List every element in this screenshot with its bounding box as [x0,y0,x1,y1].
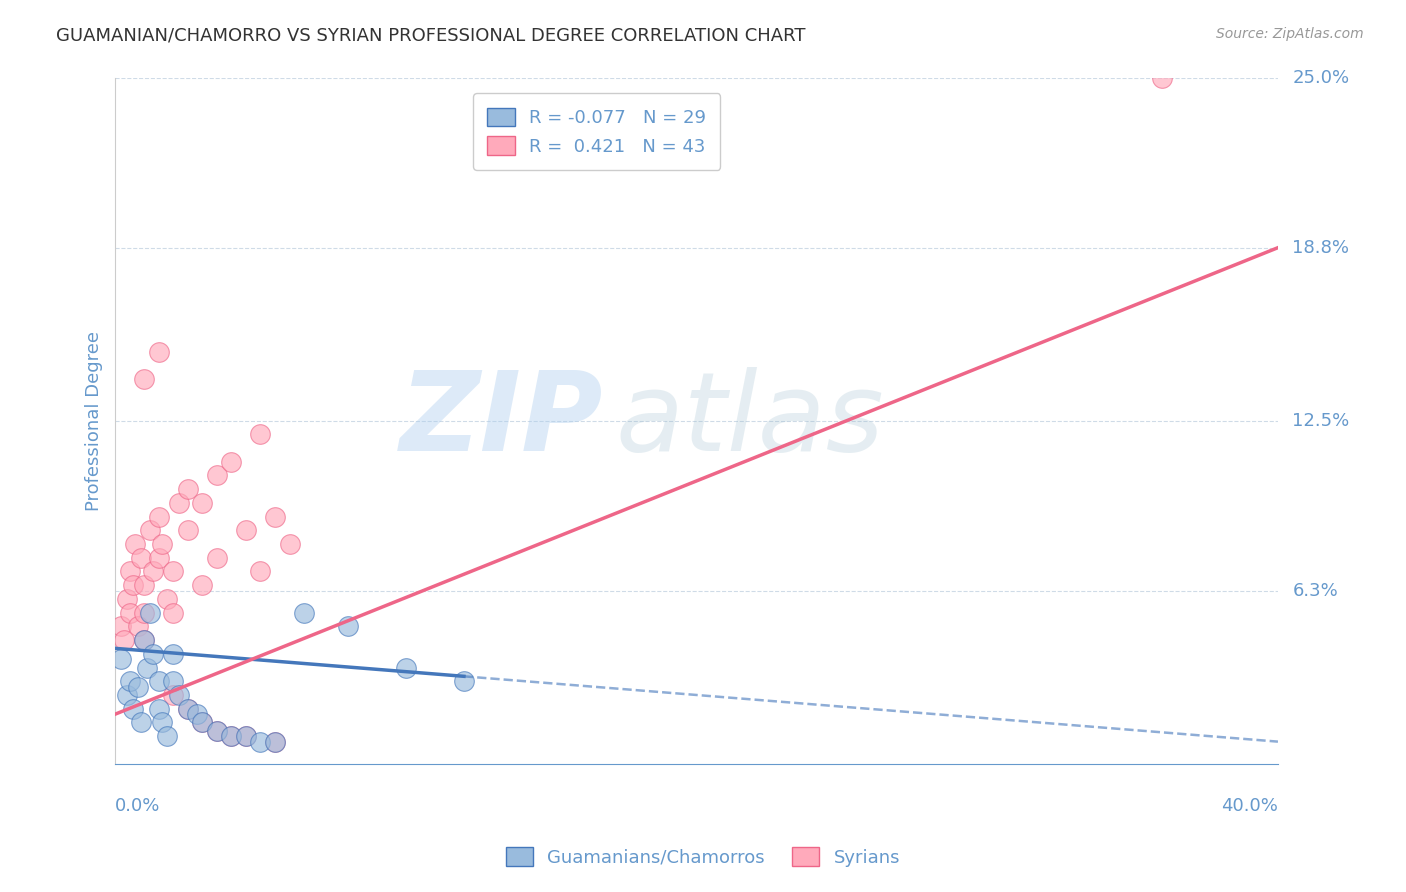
Point [139,606,162,620]
Point [148,674,170,689]
Point [205,723,228,738]
Point [453,674,475,689]
Point [134,578,156,592]
Point [249,734,271,748]
Point [121,578,143,592]
Text: GUAMANIAN/CHAMORRO VS SYRIAN PROFESSIONAL DEGREE CORRELATION CHART: GUAMANIAN/CHAMORRO VS SYRIAN PROFESSIONA… [56,27,806,45]
Text: atlas: atlas [616,367,884,474]
Point [167,688,190,702]
Point [278,537,301,551]
Point [177,702,200,716]
Point [150,537,173,551]
Point [264,734,287,748]
Point [1150,70,1173,85]
Point [118,674,141,689]
Text: 0.0%: 0.0% [115,797,160,814]
Point [124,537,146,551]
Point [148,509,170,524]
Point [118,606,141,620]
Point [177,482,200,496]
Point [115,688,138,702]
Point [235,524,257,538]
Point [336,619,359,633]
Point [148,345,170,359]
Point [142,565,165,579]
Point [112,633,135,648]
Point [221,729,243,743]
Point [191,715,214,730]
Point [191,715,214,730]
Text: 18.8%: 18.8% [1292,239,1350,257]
Point [129,550,152,565]
Point [134,633,156,648]
Point [205,468,228,483]
Point [156,729,179,743]
Point [156,591,179,606]
Point [136,660,159,674]
Point [134,633,156,648]
Legend: Guamanians/Chamorros, Syrians: Guamanians/Chamorros, Syrians [499,840,907,874]
Point [249,565,271,579]
Point [167,496,190,510]
Text: 12.5%: 12.5% [1292,411,1350,430]
Point [191,496,214,510]
Text: Source: ZipAtlas.com: Source: ZipAtlas.com [1216,27,1364,41]
Point [148,550,170,565]
Legend: R = -0.077   N = 29, R =  0.421   N = 43: R = -0.077 N = 29, R = 0.421 N = 43 [472,94,720,170]
Point [162,606,184,620]
Point [264,734,287,748]
Point [162,674,184,689]
Point [162,688,184,702]
Point [118,565,141,579]
Point [221,455,243,469]
Point [205,723,228,738]
Point [292,606,315,620]
Point [150,715,173,730]
Text: 6.3%: 6.3% [1292,582,1339,599]
Text: 25.0%: 25.0% [1292,69,1350,87]
Point [162,565,184,579]
Point [134,606,156,620]
Point [395,660,418,674]
Point [249,427,271,442]
Point [139,524,162,538]
Point [177,524,200,538]
Point [110,652,132,666]
Text: ZIP: ZIP [399,367,603,474]
Point [186,707,208,722]
Point [235,729,257,743]
Point [134,372,156,386]
Point [191,578,214,592]
Text: 40.0%: 40.0% [1220,797,1278,814]
Point [127,680,149,694]
Point [129,715,152,730]
Point [142,647,165,661]
Point [264,509,287,524]
Point [115,591,138,606]
Point [177,702,200,716]
Point [162,647,184,661]
Point [221,729,243,743]
Point [127,619,149,633]
Y-axis label: Professional Degree: Professional Degree [86,331,103,510]
Point [121,702,143,716]
Point [205,550,228,565]
Point [148,702,170,716]
Point [235,729,257,743]
Point [110,619,132,633]
